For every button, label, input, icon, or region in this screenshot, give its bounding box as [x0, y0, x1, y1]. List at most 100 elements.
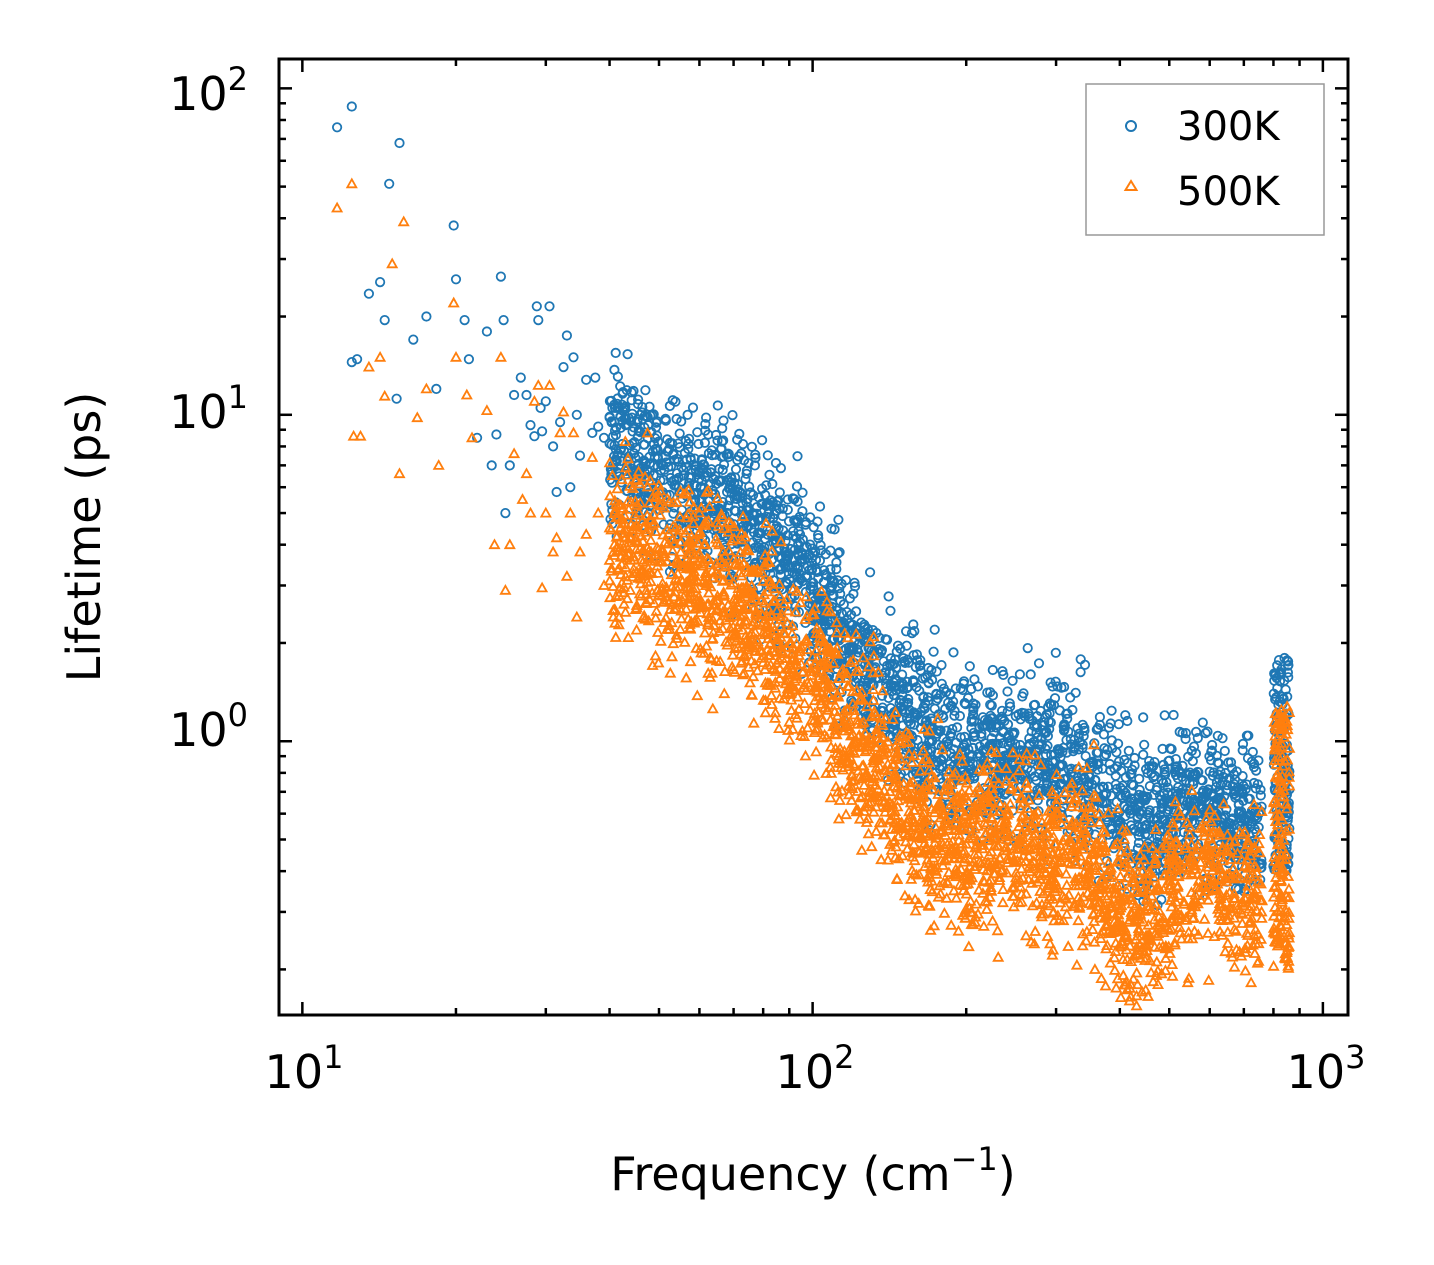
point-300k [1248, 804, 1259, 815]
point-300k [932, 693, 943, 704]
point-300k [761, 480, 772, 491]
point-500k [465, 431, 479, 443]
point-300k [680, 435, 691, 446]
point-300k [1103, 722, 1115, 733]
point-300k [668, 508, 679, 519]
point-300k [898, 656, 910, 667]
point-300k [1212, 769, 1224, 780]
point-300k [729, 493, 741, 504]
point-300k [968, 715, 980, 727]
point-500k [345, 177, 358, 189]
point-300k [883, 591, 894, 602]
point-300k [696, 455, 707, 466]
point-300k [1033, 658, 1045, 669]
point-300k [885, 605, 896, 616]
point-300k [1170, 762, 1181, 773]
point-500k [374, 350, 387, 362]
point-300k [970, 699, 981, 710]
point-300k [612, 450, 623, 461]
point-300k [1137, 790, 1149, 801]
point-300k [914, 660, 925, 672]
point-300k [876, 690, 888, 701]
point-300k [918, 692, 929, 703]
point-300k [797, 576, 808, 587]
point-300k [1168, 709, 1179, 721]
point-300k [1144, 805, 1155, 816]
point-300k [967, 709, 979, 720]
point-300k [860, 680, 872, 691]
point-300k [1077, 719, 1088, 730]
point-300k [938, 683, 950, 694]
point-300k [1148, 761, 1159, 772]
point-300k [962, 692, 974, 704]
point-300k [1069, 741, 1080, 753]
point-500k [547, 545, 560, 557]
point-300k [848, 588, 859, 600]
point-300k [1170, 786, 1182, 797]
point-500k [539, 506, 552, 518]
point-300k [738, 455, 750, 466]
point-300k [920, 672, 931, 683]
point-300k [1100, 789, 1112, 800]
point-500k [393, 467, 406, 479]
point-300k [1007, 675, 1018, 686]
point-300k [964, 661, 975, 672]
point-300k [954, 710, 966, 722]
point-300k [1062, 713, 1073, 724]
point-300k [998, 669, 1009, 681]
point-300k [1159, 764, 1170, 775]
point-500k [499, 583, 512, 595]
point-500k [580, 528, 593, 539]
point-300k [1247, 746, 1258, 758]
point-300k [967, 742, 978, 754]
point-300k [941, 736, 952, 747]
point-300k [1195, 795, 1207, 806]
point-300k [1197, 717, 1208, 728]
point-500k [447, 296, 460, 308]
point-300k [949, 710, 960, 721]
point-300k [782, 550, 793, 561]
point-300k [901, 699, 913, 710]
point-300k [966, 713, 978, 725]
point-300k [834, 583, 845, 594]
point-300k [521, 389, 532, 401]
point-300k [647, 410, 658, 421]
point-300k [533, 314, 544, 326]
point-300k [1088, 757, 1099, 768]
point-500k [331, 201, 344, 213]
point-300k [1280, 684, 1291, 695]
point-300k [1098, 729, 1110, 740]
point-300k [1233, 799, 1244, 811]
point-300k [748, 527, 760, 538]
point-500k [554, 426, 567, 438]
point-300k [929, 624, 940, 635]
point-500k [432, 459, 445, 470]
point-300k [797, 487, 808, 498]
point-300k [860, 708, 871, 719]
point-300k [1214, 785, 1225, 796]
point-300k [1243, 793, 1254, 804]
point-300k [756, 435, 768, 446]
point-300k [682, 409, 693, 420]
point-300k [670, 396, 681, 407]
point-300k [394, 137, 405, 149]
point-300k [834, 547, 845, 558]
point-500k [592, 506, 605, 518]
point-300k [1226, 814, 1237, 826]
point-300k [690, 464, 701, 475]
point-500k [550, 531, 563, 543]
point-300k [1157, 743, 1168, 755]
point-300k [783, 516, 795, 527]
point-300k [1058, 725, 1070, 736]
point-300k [544, 301, 555, 312]
point-300k [1273, 699, 1284, 710]
point-500k [508, 447, 521, 459]
point-300k [1212, 730, 1223, 741]
point-300k [1248, 758, 1260, 770]
point-300k [763, 506, 775, 518]
point-300k [1159, 769, 1170, 780]
point-300k [1188, 794, 1199, 805]
point-300k [633, 488, 644, 499]
point-300k [950, 683, 961, 694]
